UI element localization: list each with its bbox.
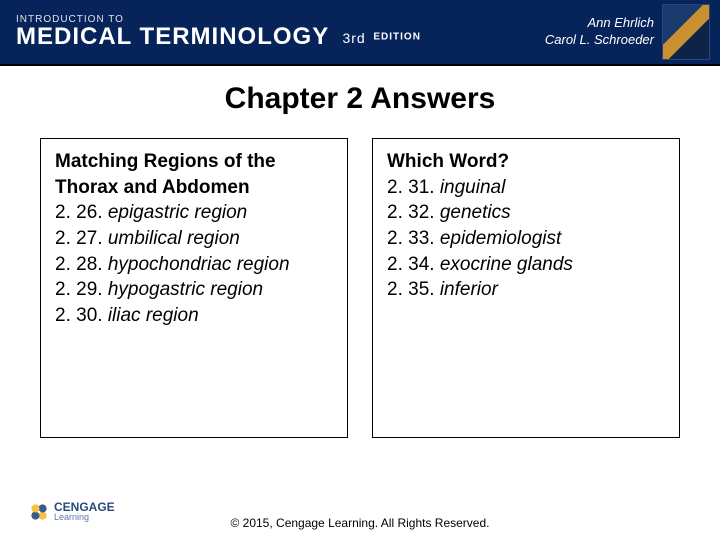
item-term: umbilical region xyxy=(108,228,240,249)
item-term: epidemiologist xyxy=(440,228,561,249)
item-number: 2. 34. xyxy=(387,254,435,275)
edition-word: EDITION xyxy=(373,32,421,43)
book-title-block: INTRODUCTION TO MEDICAL TERMINOLOGY 3rd … xyxy=(16,15,421,49)
author-2: Carol L. Schroeder xyxy=(545,32,654,49)
edition-number: 3rd xyxy=(342,30,365,46)
list-item: 2. 30. iliac region xyxy=(55,303,333,329)
header-right: Ann Ehrlich Carol L. Schroeder xyxy=(545,4,710,60)
item-term: epigastric region xyxy=(108,202,247,223)
item-number: 2. 35. xyxy=(387,279,435,300)
item-number: 2. 27. xyxy=(55,228,103,249)
right-answer-box: Which Word? 2. 31. inguinal 2. 32. genet… xyxy=(372,138,680,438)
item-number: 2. 30. xyxy=(55,305,103,326)
list-item: 2. 32. genetics xyxy=(387,200,665,226)
content-row: Matching Regions of the Thorax and Abdom… xyxy=(0,116,720,438)
item-term: hypochondriac region xyxy=(108,254,290,275)
left-heading-line1: Matching Regions of the xyxy=(55,149,333,175)
right-heading: Which Word? xyxy=(387,149,665,175)
item-term: genetics xyxy=(440,202,511,223)
item-term: inguinal xyxy=(440,177,506,198)
authors-block: Ann Ehrlich Carol L. Schroeder xyxy=(545,15,654,49)
item-number: 2. 33. xyxy=(387,228,435,249)
item-number: 2. 29. xyxy=(55,279,103,300)
list-item: 2. 34. exocrine glands xyxy=(387,252,665,278)
left-answer-box: Matching Regions of the Thorax and Abdom… xyxy=(40,138,348,438)
item-term: inferior xyxy=(440,279,498,300)
left-heading-line2: Thorax and Abdomen xyxy=(55,175,333,201)
list-item: 2. 28. hypochondriac region xyxy=(55,252,333,278)
item-term: iliac region xyxy=(108,305,199,326)
author-1: Ann Ehrlich xyxy=(545,15,654,32)
item-number: 2. 31. xyxy=(387,177,435,198)
item-term: exocrine glands xyxy=(440,254,573,275)
item-term: hypogastric region xyxy=(108,279,263,300)
item-number: 2. 26. xyxy=(55,202,103,223)
copyright-footer: © 2015, Cengage Learning. All Rights Res… xyxy=(0,516,720,530)
book-title: MEDICAL TERMINOLOGY 3rd EDITION xyxy=(16,25,421,49)
list-item: 2. 33. epidemiologist xyxy=(387,226,665,252)
item-number: 2. 32. xyxy=(387,202,435,223)
list-item: 2. 35. inferior xyxy=(387,277,665,303)
book-title-text: MEDICAL TERMINOLOGY xyxy=(16,23,329,50)
slide-title: Chapter 2 Answers xyxy=(0,82,720,116)
item-number: 2. 28. xyxy=(55,254,103,275)
list-item: 2. 31. inguinal xyxy=(387,175,665,201)
book-header: INTRODUCTION TO MEDICAL TERMINOLOGY 3rd … xyxy=(0,0,720,64)
list-item: 2. 26. epigastric region xyxy=(55,200,333,226)
cover-thumbnail-icon xyxy=(662,4,710,60)
header-divider xyxy=(0,64,720,66)
list-item: 2. 29. hypogastric region xyxy=(55,277,333,303)
list-item: 2. 27. umbilical region xyxy=(55,226,333,252)
